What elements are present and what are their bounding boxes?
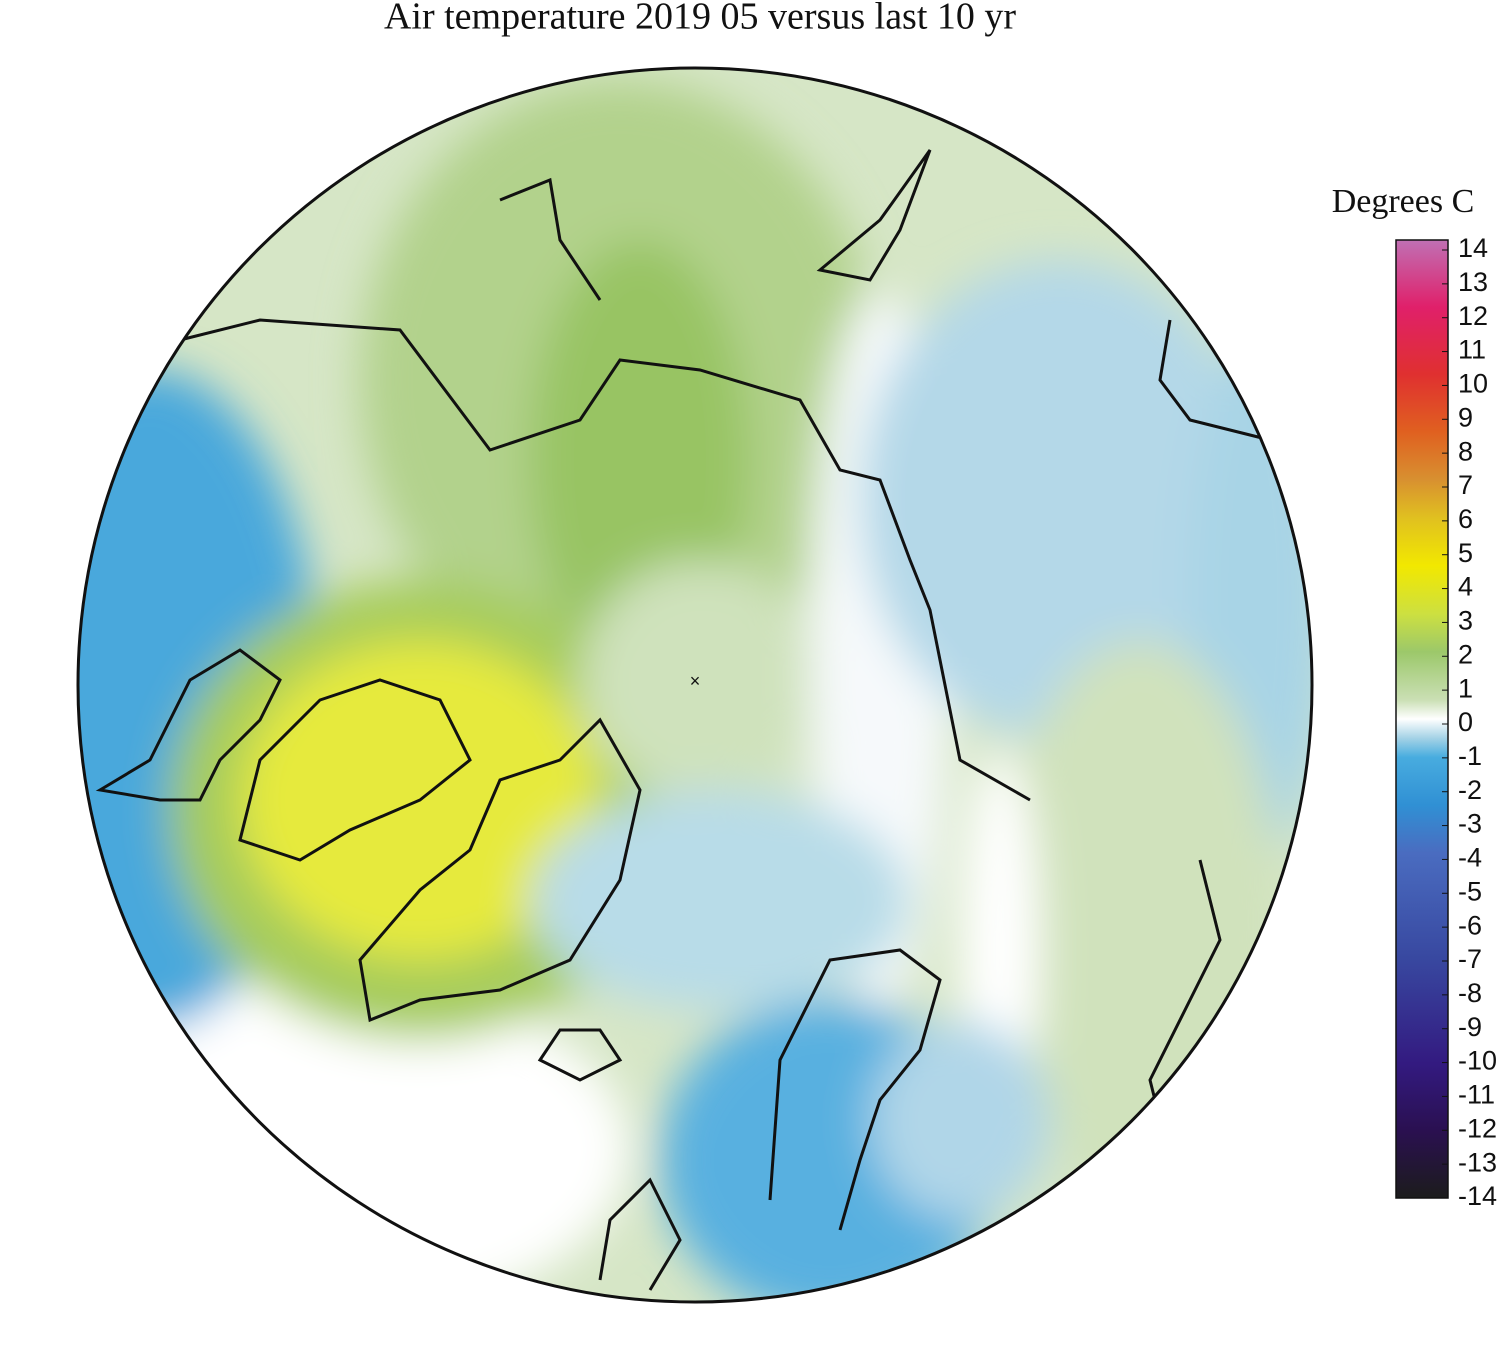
- colorbar-tick-label: 14: [1458, 233, 1488, 263]
- colorbar-scale: [1395, 239, 1449, 1199]
- colorbar-tick-label: -4: [1458, 843, 1482, 873]
- colorbar-tick-label: 6: [1458, 504, 1473, 534]
- colorbar-tick-label: 12: [1458, 301, 1488, 331]
- colorbar-tick-label: -3: [1458, 809, 1482, 839]
- colorbar-tick-label: 13: [1458, 267, 1488, 297]
- colorbar: 14131211109876543210-1-2-3-4-5-6-7-8-9-1…: [1395, 233, 1497, 1211]
- colorbar-tick-label: -5: [1458, 876, 1482, 906]
- map-border: [76, 66, 1314, 1304]
- colorbar-tick-label: 0: [1458, 707, 1473, 737]
- coastlines: [95, 149, 1271, 1291]
- colorbar-tick-label: 10: [1458, 369, 1488, 399]
- colorbar-tick-label: 7: [1458, 470, 1473, 500]
- colorbar-tick-label: -9: [1458, 1012, 1482, 1042]
- colorbar-tick-label: -2: [1458, 775, 1482, 805]
- colorbar-tick-label: 8: [1458, 436, 1473, 466]
- colorbar-tick-label: -14: [1458, 1181, 1497, 1211]
- colorbar-tick-label: -13: [1458, 1147, 1497, 1177]
- colorbar-tick-label: 3: [1458, 606, 1473, 636]
- colorbar-tick-label: 4: [1458, 572, 1473, 602]
- colorbar-tick-label: 1: [1458, 673, 1473, 703]
- colorbar-tick-label: 9: [1458, 402, 1473, 432]
- map-title: Air temperature 2019 05 versus last 10 y…: [384, 0, 1016, 38]
- colorbar-label: Degrees C: [1332, 183, 1475, 220]
- colorbar-tick-label: 2: [1458, 639, 1473, 669]
- colorbar-tick-label: -11: [1458, 1080, 1495, 1110]
- colorbar-tick-label: 5: [1458, 538, 1473, 568]
- pole-marker: ×: [690, 671, 701, 691]
- colorbar-tick-label: -6: [1458, 910, 1482, 940]
- colorbar-tick-label: -12: [1458, 1113, 1497, 1143]
- colorbar-tick-label: 11: [1458, 335, 1486, 365]
- colorbar-tick-label: -8: [1458, 978, 1482, 1008]
- colorbar-tick-label: -1: [1458, 741, 1482, 771]
- colorbar-tick-label: -10: [1458, 1046, 1497, 1076]
- colorbar-tick-label: -7: [1458, 944, 1482, 974]
- temperature-field: ×: [78, 68, 1312, 1302]
